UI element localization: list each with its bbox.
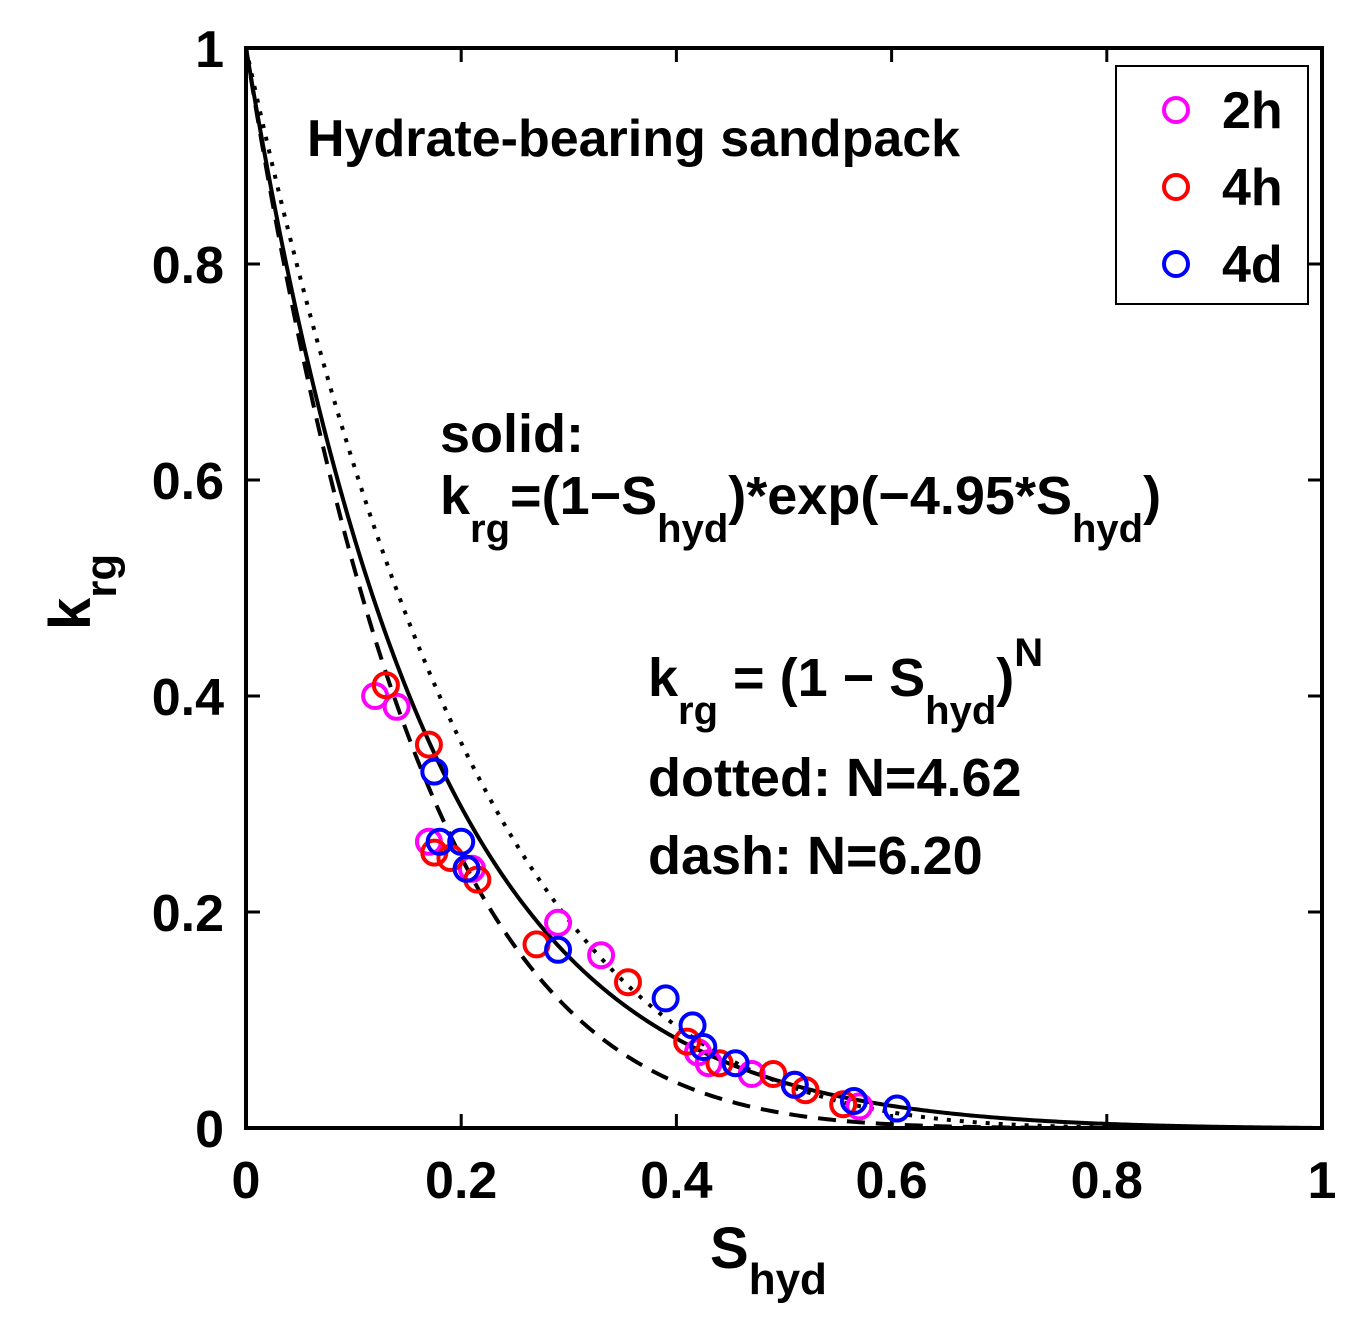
point-4h xyxy=(613,968,642,997)
y-tick-label: 0 xyxy=(195,1101,224,1159)
legend-label-4d: 4d xyxy=(1222,236,1283,294)
y-axis-label-main: k xyxy=(38,597,103,630)
x-axis-label-main: S xyxy=(710,1216,749,1281)
x-tick-label: 0.8 xyxy=(1071,1152,1143,1210)
point-4d xyxy=(651,984,680,1013)
point-4d xyxy=(678,1011,707,1040)
data-points xyxy=(361,671,911,1123)
y-tick-label: 0.2 xyxy=(152,885,224,943)
solid-k-sub: rg xyxy=(470,507,510,551)
y-tick-label: 0.4 xyxy=(152,669,224,727)
point-4d xyxy=(425,827,454,856)
point-4d xyxy=(839,1087,868,1115)
solid-end: ) xyxy=(1143,466,1161,526)
power-sub: hyd xyxy=(925,689,996,733)
dash-label: dash: N=6.20 xyxy=(648,826,983,886)
y-axis-label: krg xyxy=(38,554,126,630)
point-4h xyxy=(673,1027,702,1056)
solid-sub2: hyd xyxy=(1072,507,1143,551)
power-mid: = (1 − S xyxy=(718,648,925,708)
power-k: k xyxy=(648,648,679,708)
point-2h xyxy=(544,908,573,937)
x-tick-label: 0.4 xyxy=(640,1152,712,1210)
y-tick-label: 0.6 xyxy=(152,453,224,511)
point-4h xyxy=(705,1049,734,1078)
x-tick-label: 0.2 xyxy=(425,1152,497,1210)
solid-sub1: hyd xyxy=(657,507,728,551)
power-k-sub: rg xyxy=(678,689,718,733)
point-2h xyxy=(587,941,616,970)
point-4d xyxy=(882,1094,911,1123)
point-4h xyxy=(759,1060,788,1088)
legend-box xyxy=(1115,65,1309,305)
power-sup: N xyxy=(1014,631,1043,675)
power-formula: krg = (1 − Shyd)N xyxy=(648,631,1043,733)
dotted-label: dotted: N=4.62 xyxy=(648,748,1022,808)
point-4d xyxy=(721,1049,750,1078)
axis-ticks: 0 0.2 0.4 0.6 0.8 1 0 0.2 0.4 0.6 0.8 1 xyxy=(152,21,1337,1210)
legend-marker-4d xyxy=(1162,250,1190,278)
point-2h xyxy=(845,1092,874,1121)
solid-mid: =(1−S xyxy=(510,466,657,526)
solid-label: solid: xyxy=(440,404,584,464)
legend-marker-2h xyxy=(1162,96,1190,124)
solid-k: k xyxy=(440,466,471,526)
legend-label-4h: 4h xyxy=(1222,159,1283,217)
point-2h xyxy=(694,1049,723,1078)
legend-marker-4h xyxy=(1162,173,1190,201)
y-tick-label: 0.8 xyxy=(152,237,224,295)
chart-title: Hydrate-bearing sandpack xyxy=(307,110,960,168)
point-4d xyxy=(689,1033,718,1061)
x-axis-label: Shyd xyxy=(710,1216,827,1304)
point-4d xyxy=(452,854,481,883)
x-tick-label: 1 xyxy=(1308,1152,1337,1210)
plot-area xyxy=(244,46,1324,1130)
y-axis-label-sub: rg xyxy=(77,554,126,598)
x-tick-label: 0.6 xyxy=(855,1152,927,1210)
solid-formula: krg=(1−Shyd)*exp(−4.95*Shyd) xyxy=(440,466,1161,551)
point-4d xyxy=(447,827,476,856)
point-2h xyxy=(382,692,411,721)
y-tick-label: 1 xyxy=(195,21,224,79)
legend: 2h 4h 4d xyxy=(1115,65,1309,305)
point-4h xyxy=(414,730,443,759)
point-4d xyxy=(420,757,449,786)
power-end: ) xyxy=(996,648,1014,708)
x-tick-label: 0 xyxy=(232,1152,261,1210)
solid-mid2: )*exp(−4.95*S xyxy=(728,466,1072,526)
legend-label-2h: 2h xyxy=(1222,82,1283,140)
point-4h xyxy=(371,671,400,700)
x-axis-label-sub: hyd xyxy=(749,1255,827,1304)
point-4d xyxy=(780,1070,809,1099)
point-4d xyxy=(544,935,573,964)
